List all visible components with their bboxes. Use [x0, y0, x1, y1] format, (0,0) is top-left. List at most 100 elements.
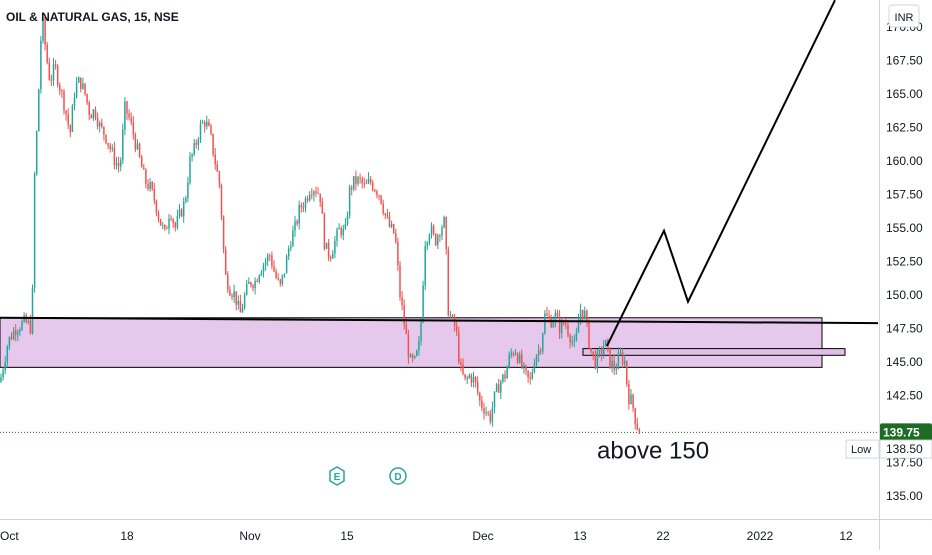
- candle-body: [298, 205, 300, 224]
- candle-body: [380, 195, 382, 204]
- candle-body: [256, 280, 258, 282]
- candle-body: [50, 79, 53, 81]
- candle-body: [197, 139, 200, 145]
- candle-body: [399, 265, 401, 298]
- event-marker-label: E: [334, 472, 341, 483]
- candle-body: [621, 352, 624, 364]
- event-marker-e[interactable]: E: [329, 466, 345, 486]
- candle-body: [613, 360, 615, 370]
- time-tick-label: Nov: [239, 529, 260, 543]
- candle-body: [151, 182, 153, 189]
- time-tick-label: 2022: [747, 529, 774, 543]
- candle-body: [27, 320, 30, 323]
- candle-body: [378, 195, 380, 197]
- candle-body: [447, 249, 450, 316]
- candle-body: [302, 207, 305, 209]
- time-axis[interactable]: Oct 18 Nov 15 Dec 13 22 2022 12: [0, 529, 853, 543]
- time-tick-label: 15: [340, 529, 354, 543]
- candle-body: [367, 178, 370, 184]
- candle-body: [208, 121, 210, 126]
- currency-label[interactable]: INR: [895, 12, 914, 24]
- candle-body: [510, 352, 513, 355]
- time-tick-label: Dec: [472, 529, 493, 543]
- candle-body: [31, 287, 34, 334]
- candle-body: [336, 229, 338, 241]
- support-zone[interactable]: [0, 317, 823, 368]
- candle-body: [109, 145, 111, 150]
- candle-body: [29, 320, 32, 334]
- candle-body: [325, 242, 328, 249]
- candle-body: [502, 374, 504, 382]
- candle-body: [130, 117, 132, 122]
- projection-path[interactable]: [606, 0, 836, 347]
- time-tick-label: 13: [573, 529, 587, 543]
- candle-body: [134, 134, 137, 150]
- candle-body: [166, 228, 168, 230]
- candle-body: [592, 351, 594, 355]
- candle-body: [243, 294, 246, 308]
- low-price-value: 138.50: [886, 442, 923, 456]
- annotation-text[interactable]: above 150: [597, 437, 709, 464]
- candle-body: [107, 143, 109, 146]
- candle-body: [439, 235, 441, 237]
- candle-body: [19, 329, 21, 333]
- dividend-marker-icon[interactable]: [389, 467, 407, 485]
- candle-body: [287, 248, 290, 257]
- candle-body: [384, 213, 387, 216]
- current-price-label: 139.75: [880, 423, 932, 442]
- candle-body: [245, 283, 248, 295]
- candle-body: [443, 216, 445, 228]
- candle-body: [75, 82, 78, 98]
- candle-body: [277, 277, 279, 280]
- candle-body: [357, 177, 359, 184]
- price-tick-label: 135.00: [886, 489, 923, 503]
- candle-body: [281, 274, 284, 284]
- candle-body: [445, 216, 447, 250]
- candle-body: [46, 44, 48, 63]
- candle-body: [119, 160, 122, 167]
- candle-body: [38, 89, 40, 132]
- candle-body: [224, 249, 227, 275]
- earnings-marker-icon[interactable]: [329, 466, 345, 486]
- candle-body: [98, 122, 101, 127]
- candle-body: [382, 203, 384, 214]
- candle-body: [430, 226, 433, 236]
- candle-body: [573, 340, 576, 342]
- candle-body: [308, 194, 311, 201]
- currency-button-frame[interactable]: [888, 4, 920, 28]
- low-tag-box: [845, 439, 880, 459]
- candle-body: [229, 289, 231, 296]
- candle-body: [489, 413, 492, 422]
- currency-button[interactable]: INR: [888, 4, 920, 28]
- candle-body: [264, 261, 267, 265]
- candle-body: [252, 285, 254, 289]
- candle-body: [395, 233, 397, 243]
- horizontal-trendline[interactable]: [0, 316, 879, 325]
- candle-body: [0, 377, 2, 383]
- candle-body: [44, 16, 46, 45]
- candle-body: [176, 215, 179, 228]
- candle-body: [458, 331, 460, 363]
- candle-body: [203, 122, 206, 127]
- price-tick-label: 145.00: [886, 355, 923, 369]
- candle-body: [201, 122, 204, 124]
- event-marker-d[interactable]: D: [389, 467, 407, 485]
- time-tick-label: 18: [120, 529, 134, 543]
- candle-body: [550, 318, 552, 328]
- price-tick-label: 150.00: [886, 288, 923, 302]
- candle-body: [403, 305, 405, 325]
- candle-body: [518, 354, 521, 363]
- candle-body: [147, 183, 149, 190]
- candle-body: [506, 367, 508, 379]
- candle-body: [283, 273, 286, 275]
- candle-body: [35, 131, 38, 175]
- candle-body: [73, 97, 76, 106]
- small-zone[interactable]: [582, 348, 846, 356]
- candle-body: [476, 381, 479, 393]
- candle-body: [567, 325, 569, 336]
- current-price-box: [880, 423, 932, 442]
- candle-body: [422, 285, 424, 323]
- candle-body: [12, 330, 15, 340]
